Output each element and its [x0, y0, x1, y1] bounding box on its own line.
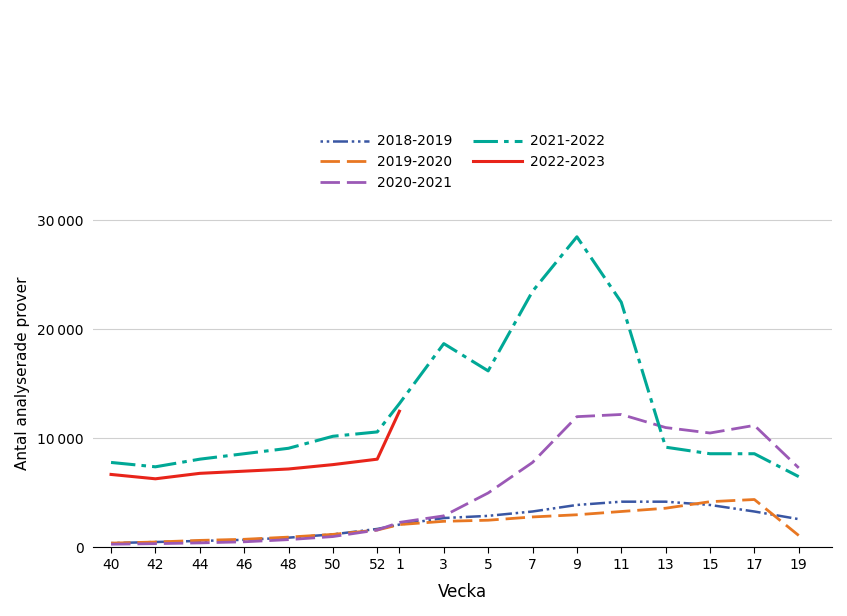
2021-2022	[483, 367, 493, 375]
2018-2019	[794, 516, 804, 523]
2021-2022	[328, 432, 338, 440]
2018-2019	[483, 512, 493, 519]
2021-2022	[106, 459, 116, 466]
2018-2019	[150, 538, 160, 546]
2018-2019	[195, 537, 205, 545]
2020-2021	[483, 489, 493, 496]
2020-2021	[750, 422, 760, 429]
2019-2020	[616, 508, 626, 515]
2021-2022	[239, 450, 249, 458]
X-axis label: Vecka: Vecka	[438, 583, 487, 601]
2020-2021	[528, 459, 538, 466]
2020-2021	[195, 539, 205, 546]
2019-2020	[239, 535, 249, 543]
Line: 2018-2019: 2018-2019	[111, 501, 799, 543]
2022-2023	[328, 461, 338, 468]
2020-2021	[395, 519, 405, 526]
Line: 2022-2023: 2022-2023	[111, 411, 400, 479]
2018-2019	[328, 531, 338, 538]
2021-2022	[661, 444, 671, 451]
2019-2020	[195, 537, 205, 544]
2018-2019	[705, 501, 715, 509]
2020-2021	[794, 464, 804, 472]
Y-axis label: Antal analyserade prover: Antal analyserade prover	[15, 277, 30, 470]
2021-2022	[439, 340, 449, 347]
2018-2019	[528, 508, 538, 515]
2021-2022	[372, 428, 382, 436]
2018-2019	[284, 534, 294, 541]
2020-2021	[439, 512, 449, 519]
2022-2023	[395, 408, 405, 415]
2020-2021	[150, 540, 160, 548]
2019-2020	[483, 517, 493, 524]
2020-2021	[661, 424, 671, 431]
2018-2019	[750, 508, 760, 515]
2019-2020	[395, 521, 405, 529]
2021-2022	[794, 473, 804, 480]
2021-2022	[750, 450, 760, 458]
2019-2020	[661, 505, 671, 512]
2019-2020	[528, 513, 538, 521]
2020-2021	[572, 413, 582, 420]
2021-2022	[195, 455, 205, 463]
2021-2022	[572, 233, 582, 240]
2020-2021	[328, 533, 338, 540]
2019-2020	[106, 540, 116, 547]
2021-2022	[616, 299, 626, 306]
2018-2019	[395, 521, 405, 529]
2022-2023	[106, 471, 116, 478]
Legend: 2018-2019, 2019-2020, 2020-2021, 2021-2022, 2022-2023: 2018-2019, 2019-2020, 2020-2021, 2021-20…	[314, 129, 611, 196]
2020-2021	[284, 536, 294, 543]
2018-2019	[239, 536, 249, 543]
2019-2020	[150, 538, 160, 546]
2018-2019	[439, 514, 449, 522]
2020-2021	[616, 411, 626, 418]
2022-2023	[284, 465, 294, 472]
2019-2020	[705, 498, 715, 505]
2020-2021	[239, 538, 249, 546]
2022-2023	[239, 468, 249, 475]
2020-2021	[372, 526, 382, 533]
Line: 2019-2020: 2019-2020	[111, 500, 799, 543]
2022-2023	[372, 455, 382, 463]
2019-2020	[372, 526, 382, 533]
2019-2020	[572, 511, 582, 519]
2021-2022	[395, 400, 405, 407]
2022-2023	[150, 475, 160, 482]
2019-2020	[794, 532, 804, 539]
2021-2022	[705, 450, 715, 458]
Line: 2021-2022: 2021-2022	[111, 237, 799, 477]
2018-2019	[572, 501, 582, 509]
2018-2019	[661, 498, 671, 505]
2020-2021	[106, 540, 116, 548]
2018-2019	[106, 540, 116, 547]
2018-2019	[372, 525, 382, 533]
2018-2019	[616, 498, 626, 505]
2021-2022	[528, 288, 538, 295]
2019-2020	[328, 531, 338, 538]
2019-2020	[439, 517, 449, 525]
2021-2022	[284, 445, 294, 452]
Line: 2020-2021: 2020-2021	[111, 415, 799, 544]
2019-2020	[284, 533, 294, 541]
2022-2023	[195, 469, 205, 477]
2020-2021	[705, 429, 715, 437]
2019-2020	[750, 496, 760, 503]
2021-2022	[150, 463, 160, 471]
